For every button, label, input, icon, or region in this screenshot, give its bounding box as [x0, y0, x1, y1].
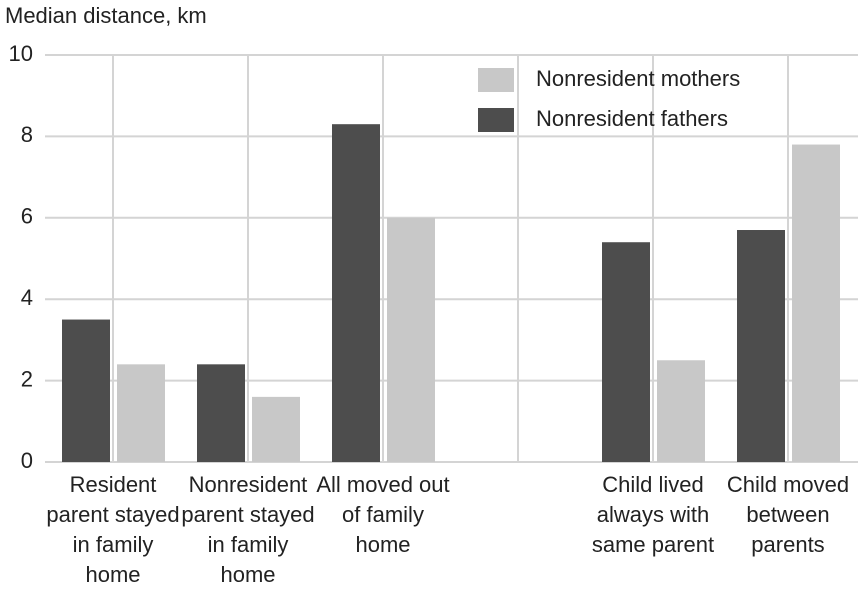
y-tick-label: 6	[21, 204, 33, 229]
y-tick-label: 10	[9, 41, 33, 66]
bar	[657, 360, 705, 462]
x-tick-label: Child moved between parents	[726, 472, 850, 557]
legend-swatch	[478, 68, 514, 92]
y-tick-label: 4	[21, 285, 33, 310]
bar	[387, 217, 435, 462]
y-tick-label: 0	[21, 448, 33, 473]
x-tick-label: All moved out of family home	[316, 472, 450, 557]
bar	[737, 230, 785, 462]
bar	[117, 364, 165, 462]
bar	[332, 124, 380, 462]
x-tick-label: Resident parent stayed in family home	[46, 472, 180, 587]
x-tick-label: Child lived always with same parent	[591, 472, 715, 557]
legend-swatch	[478, 108, 514, 132]
bar	[792, 144, 840, 463]
x-tick-label: Nonresident parent stayed in family home	[181, 472, 315, 587]
legend-label: Nonresident mothers	[536, 66, 740, 91]
bar	[62, 319, 110, 462]
legend-label: Nonresident fathers	[536, 106, 728, 131]
bar	[602, 242, 650, 462]
bar	[252, 396, 300, 462]
y-tick-label: 2	[21, 366, 33, 391]
bar	[197, 364, 245, 462]
y-tick-label: 8	[21, 122, 33, 147]
y-axis-label: Median distance, km	[5, 3, 207, 28]
